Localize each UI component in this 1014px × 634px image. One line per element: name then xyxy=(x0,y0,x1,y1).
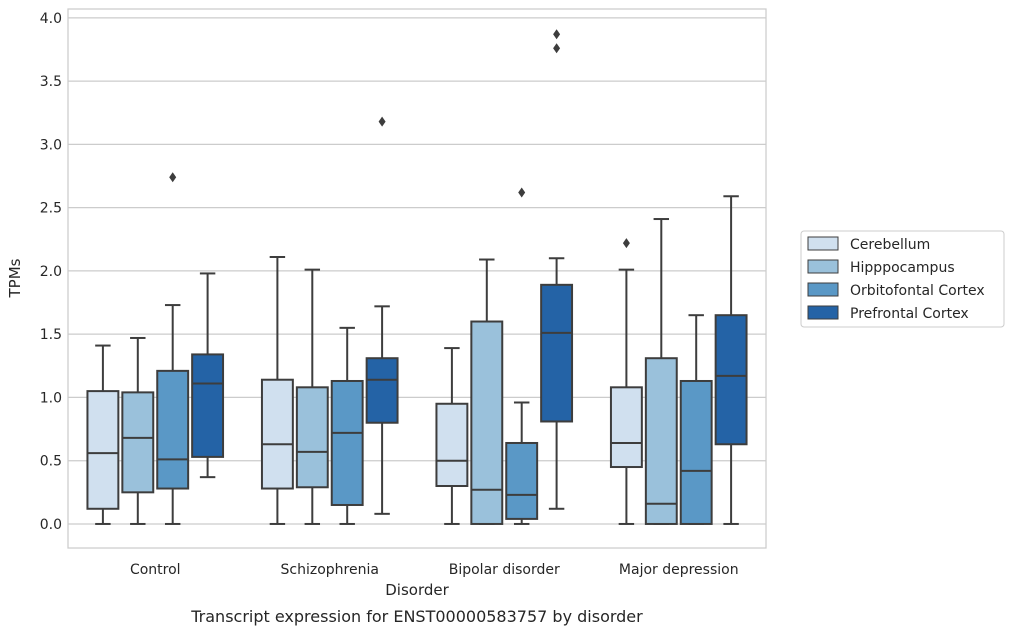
box-iqr xyxy=(295,386,329,489)
box-3-2 xyxy=(679,314,713,525)
box-3-0 xyxy=(609,238,643,525)
legend-label: Orbitofontal Cortex xyxy=(850,283,985,299)
legend-swatch xyxy=(807,305,839,320)
box-0-1 xyxy=(121,336,155,525)
box-0-0 xyxy=(86,344,120,525)
box-iqr xyxy=(470,320,504,525)
legend: Cerebellum Hipppocampus Orbitofontal Corte… xyxy=(800,230,1005,328)
box-iqr xyxy=(156,369,190,490)
legend-swatch xyxy=(807,259,839,274)
y-axis-label: TPMs xyxy=(6,258,24,298)
outlier-point xyxy=(622,238,630,249)
box-2-1 xyxy=(470,258,504,525)
y-tick-label: 0.5 xyxy=(40,454,62,470)
x-tick-label: Major depression xyxy=(619,562,739,578)
legend-swatch xyxy=(807,282,839,297)
x-tick-label: Bipolar disorder xyxy=(449,562,560,578)
y-tick-label: 1.5 xyxy=(40,327,62,343)
outlier-point xyxy=(378,116,386,127)
outlier-point xyxy=(553,29,561,40)
box-3-1 xyxy=(644,218,678,525)
x-axis-label: Disorder xyxy=(385,581,449,599)
plot-area-frame xyxy=(67,8,767,549)
y-tick-label: 3.5 xyxy=(40,74,62,90)
box-iqr xyxy=(505,441,539,520)
x-tick-label: Control xyxy=(130,562,181,578)
box-2-2 xyxy=(505,187,539,525)
box-1-2 xyxy=(330,326,364,525)
box-groups xyxy=(86,29,748,525)
box-2-3 xyxy=(540,29,574,510)
y-tick-label: 2.0 xyxy=(40,264,62,280)
y-tick-label: 0.0 xyxy=(40,517,62,533)
x-tick-label: Schizophrenia xyxy=(281,562,379,578)
box-3-3 xyxy=(714,195,748,525)
box-0-3 xyxy=(191,272,225,479)
box-iqr xyxy=(365,357,399,424)
box-iqr xyxy=(540,283,574,423)
outlier-point xyxy=(553,43,561,54)
x-axis-ticks: Control Schizophrenia Bipolar disorder Majo… xyxy=(130,562,739,578)
chart-caption: Transcript expression for ENST0000058375… xyxy=(190,607,643,626)
box-iqr xyxy=(86,390,120,510)
box-iqr xyxy=(609,386,643,469)
y-tick-label: 3.0 xyxy=(40,137,62,153)
box-iqr xyxy=(714,314,748,446)
box-1-1 xyxy=(295,268,329,525)
box-iqr xyxy=(191,353,225,458)
box-0-2 xyxy=(156,172,190,525)
legend-frame xyxy=(800,230,1005,328)
legend-label: Prefrontal Cortex xyxy=(850,306,969,322)
y-tick-label: 1.0 xyxy=(40,390,62,406)
box-1-3 xyxy=(365,116,399,515)
y-tick-label: 4.0 xyxy=(40,11,62,27)
box-iqr xyxy=(644,357,678,525)
outlier-point xyxy=(518,187,526,198)
box-iqr xyxy=(330,379,364,506)
y-axis-ticks: 0.0 0.5 1.0 1.5 2.0 2.5 3.0 3.5 4.0 xyxy=(40,11,62,533)
box-iqr xyxy=(121,391,155,494)
box-2-0 xyxy=(435,347,469,525)
legend-swatch xyxy=(807,236,839,251)
box-iqr xyxy=(260,378,294,490)
legend-label: Hipppocampus xyxy=(850,260,955,276)
outlier-point xyxy=(169,172,177,183)
box-1-0 xyxy=(260,255,294,525)
box-iqr xyxy=(435,402,469,488)
legend-label: Cerebellum xyxy=(850,237,930,253)
y-tick-label: 2.5 xyxy=(40,201,62,217)
box-iqr xyxy=(679,379,713,525)
